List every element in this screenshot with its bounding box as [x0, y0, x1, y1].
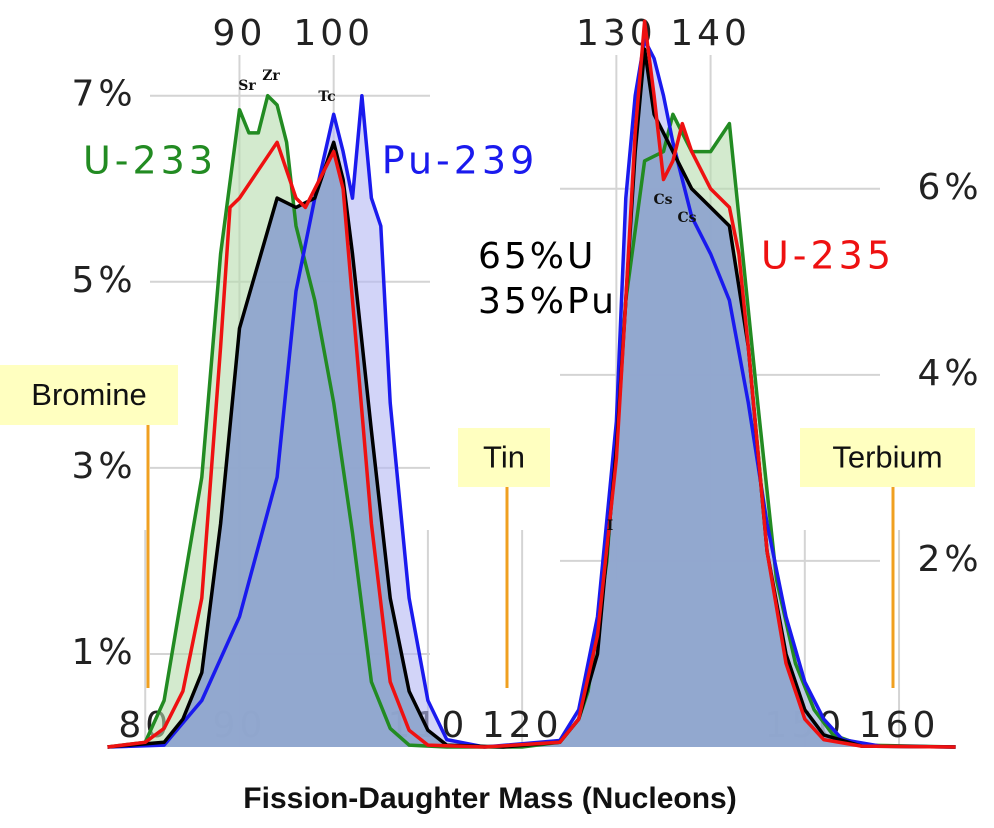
x-tick-label: 160 [859, 705, 940, 746]
element-box-label: Bromine [31, 377, 146, 412]
series-label: U-235 [761, 234, 895, 278]
series-label: Pu-239 [382, 139, 539, 183]
series-label: 35%Pu [478, 281, 617, 322]
x2-tick-label: 130 [576, 13, 657, 54]
chart-title: Fission-Daughter Mass (Nucleons) [243, 782, 736, 815]
area [107, 49, 956, 747]
series-line [107, 19, 956, 749]
element-box-label: Tin [483, 440, 525, 475]
element-box-label: Terbium [832, 440, 942, 475]
y-tick-label: 7% [71, 74, 136, 115]
y2-tick-label: 4% [917, 353, 982, 394]
x-tick-label: 120 [482, 705, 563, 746]
y2-tick-label: 2% [917, 539, 982, 580]
y-tick-label: 1% [71, 632, 136, 673]
element-box [800, 428, 975, 487]
element-box [0, 365, 178, 425]
y-tick-label: 3% [71, 446, 136, 487]
element-box [458, 428, 550, 487]
element-label: Zr [262, 68, 280, 84]
x2-tick-label: 140 [670, 13, 751, 54]
element-label: Tc [318, 89, 335, 105]
y-tick-label: 5% [71, 260, 136, 301]
x2-tick-label: 100 [293, 13, 374, 54]
series-label: 65%U [478, 236, 596, 277]
y2-tick-label: 6% [917, 167, 982, 208]
x2-tick-label: 90 [213, 13, 267, 54]
element-label: I [607, 518, 614, 534]
element-label: Cs [677, 210, 696, 226]
series-label: U-233 [83, 139, 217, 183]
element-label: Sr [238, 78, 256, 94]
element-label: Cs [653, 192, 672, 208]
